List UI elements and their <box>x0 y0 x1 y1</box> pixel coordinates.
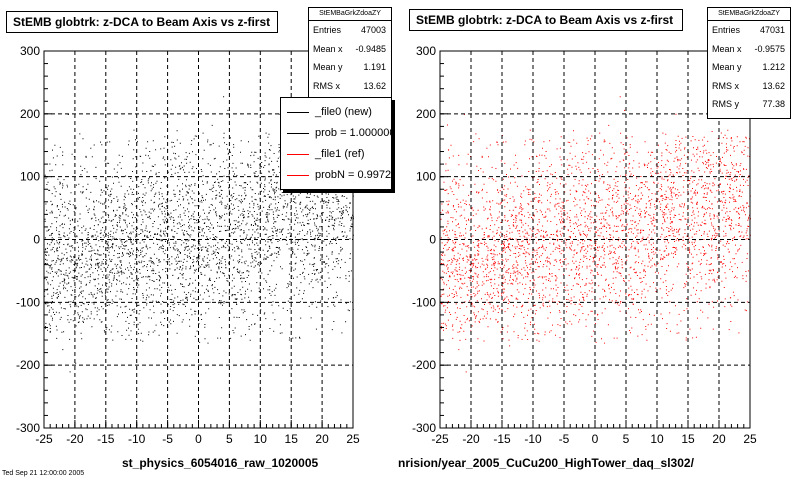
legend-swatch <box>287 133 309 134</box>
legend-label: _file1 (ref) <box>315 148 365 160</box>
stats-value: 47031 <box>759 25 785 35</box>
right-y-tick-label: 200 <box>416 107 436 121</box>
left-x-tick-label: -5 <box>162 432 173 446</box>
right-stats-box: StEMBaGrkZdoaZY Entries 47031 Mean x -0.95… <box>707 7 791 119</box>
stats-label: Mean y <box>313 62 343 72</box>
right-stats-row: RMS y 77.38 <box>708 95 790 114</box>
right-y-tick-label: -100 <box>412 295 436 309</box>
left-caption: st_physics_6054016_raw_1020005 <box>122 456 319 470</box>
right-x-tick-label: -20 <box>462 432 480 446</box>
right-chart-title: StEMB globtrk: z-DCA to Beam Axis vs z-f… <box>409 9 683 31</box>
stats-label: Entries <box>712 25 741 35</box>
right-stats-row: RMS x 13.62 <box>708 77 790 96</box>
stats-value: 47003 <box>360 25 386 35</box>
stats-value: -0.9485 <box>355 43 386 54</box>
legend-entry: _file1 (ref) <box>281 144 391 165</box>
left-x-tick-label: -25 <box>35 432 53 446</box>
right-x-tick-label: 15 <box>681 432 695 446</box>
right-y-tick-label: -300 <box>412 421 436 435</box>
left-y-tick-label: -300 <box>16 421 40 435</box>
left-stats-row: RMS x 13.62 <box>309 77 391 96</box>
right-caption: nrision/year_2005_CuCu200_HighTower_daq_… <box>398 456 694 470</box>
stats-label: RMS y <box>712 99 739 109</box>
right-x-tick-label: 25 <box>743 432 757 446</box>
left-stats-row: Mean x -0.9485 <box>309 40 391 59</box>
stats-label: RMS x <box>712 80 739 91</box>
stats-label: Mean x <box>313 43 343 54</box>
left-stats-row: Mean y 1.191 <box>309 58 391 77</box>
left-x-tick-label: 25 <box>346 432 360 446</box>
right-x-tick-label: 20 <box>712 432 726 446</box>
legend-swatch <box>287 154 309 155</box>
legend-label: _file0 (new) <box>315 106 372 118</box>
legend-label: probN = 0.99728 <box>315 169 391 181</box>
left-y-tick-label: 0 <box>33 233 40 247</box>
right-stats-row: Mean x -0.9575 <box>708 40 790 59</box>
right-x-tick-label: 5 <box>623 432 630 446</box>
left-stats-box: StEMBaGrkZdoaZY Entries 47003 Mean x -0.94… <box>308 7 392 102</box>
left-chart-title: StEMB globtrk: z-DCA to Beam Axis vs z-f… <box>6 11 278 33</box>
right-stats-header: StEMBaGrkZdoaZY <box>708 8 790 21</box>
stats-label: RMS x <box>313 80 340 91</box>
legend-entry: _file0 (new) <box>281 102 391 123</box>
left-legend: _file0 (new) prob = 1.000000 _file1 (ref… <box>280 97 392 190</box>
stats-value: -0.9575 <box>754 43 785 54</box>
left-y-tick-label: 300 <box>20 44 40 58</box>
stats-label: Mean y <box>712 62 742 72</box>
left-x-tick-label: -20 <box>66 432 84 446</box>
right-x-tick-label: -5 <box>559 432 570 446</box>
legend-entry: prob = 1.000000 <box>281 123 391 144</box>
left-y-tick-label: 200 <box>20 107 40 121</box>
left-x-tick-label: -15 <box>97 432 115 446</box>
legend-entry: probN = 0.99728 <box>281 165 391 186</box>
legend-swatch <box>287 175 309 176</box>
left-x-tick-label: 0 <box>195 432 202 446</box>
right-stats-row: Entries 47031 <box>708 21 790 40</box>
stats-label: Entries <box>313 25 342 35</box>
footer-text: Ted Sep 21 12:00:00 2005 <box>2 470 85 477</box>
right-scatter-marks <box>440 96 751 373</box>
stats-value: 77.38 <box>762 99 785 109</box>
right-scatter-points <box>440 96 751 373</box>
stats-value: 1.212 <box>762 62 785 72</box>
left-y-tick-label: -100 <box>16 295 40 309</box>
stats-value: 1.191 <box>363 62 386 72</box>
right-x-tick-label: -10 <box>524 432 542 446</box>
right-stats-row: Mean y 1.212 <box>708 58 790 77</box>
legend-label: prob = 1.000000 <box>315 127 391 139</box>
right-y-tick-label: 0 <box>429 233 436 247</box>
left-x-tick-label: 15 <box>285 432 299 446</box>
left-x-tick-label: -10 <box>128 432 146 446</box>
stats-label: Mean x <box>712 43 742 54</box>
left-x-tick-label: 5 <box>226 432 233 446</box>
left-x-tick-label: 20 <box>315 432 329 446</box>
stats-value: 13.62 <box>363 80 386 91</box>
left-stats-header: StEMBaGrkZdoaZY <box>309 8 391 21</box>
right-x-tick-label: 0 <box>592 432 599 446</box>
left-y-tick-label: -200 <box>16 358 40 372</box>
left-stats-row: Entries 47003 <box>309 21 391 40</box>
left-y-tick-label: 100 <box>20 170 40 184</box>
left-x-tick-label: 10 <box>254 432 268 446</box>
right-y-tick-label: -200 <box>412 358 436 372</box>
right-x-tick-label: 10 <box>650 432 664 446</box>
right-y-tick-label: 100 <box>416 170 436 184</box>
legend-swatch <box>287 112 309 113</box>
right-x-tick-label: -25 <box>431 432 449 446</box>
stats-value: 13.62 <box>762 80 785 91</box>
right-x-tick-label: -15 <box>493 432 511 446</box>
right-y-tick-label: 300 <box>416 44 436 58</box>
